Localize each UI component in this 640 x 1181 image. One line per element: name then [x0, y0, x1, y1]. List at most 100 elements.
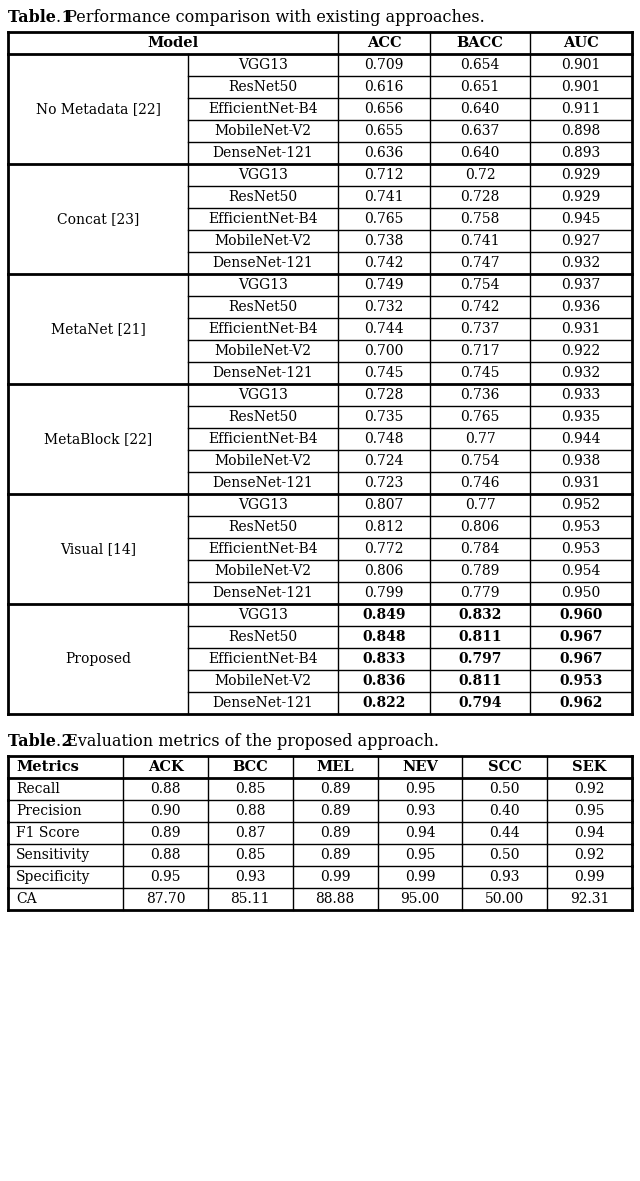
- Text: 0.93: 0.93: [235, 870, 266, 885]
- Text: 0.901: 0.901: [561, 80, 601, 94]
- Text: 0.95: 0.95: [404, 848, 435, 862]
- Text: 0.927: 0.927: [561, 234, 601, 248]
- Text: EfficientNet-B4: EfficientNet-B4: [208, 102, 318, 116]
- Text: 0.937: 0.937: [561, 278, 601, 292]
- Text: 0.935: 0.935: [561, 410, 600, 424]
- Text: 0.89: 0.89: [320, 782, 350, 796]
- Text: 0.754: 0.754: [460, 278, 500, 292]
- Text: DenseNet-121: DenseNet-121: [212, 696, 314, 710]
- Text: 0.709: 0.709: [364, 58, 404, 72]
- Text: DenseNet-121: DenseNet-121: [212, 256, 314, 270]
- Text: Recall: Recall: [16, 782, 60, 796]
- Text: 0.88: 0.88: [150, 848, 180, 862]
- Text: MEL: MEL: [316, 761, 354, 774]
- Text: DenseNet-121: DenseNet-121: [212, 476, 314, 490]
- Text: 92.31: 92.31: [570, 892, 609, 906]
- Text: SEK: SEK: [572, 761, 607, 774]
- Text: 0.929: 0.929: [561, 168, 600, 182]
- Text: 0.765: 0.765: [364, 213, 404, 226]
- Text: 0.88: 0.88: [235, 804, 266, 818]
- Text: 0.44: 0.44: [490, 826, 520, 840]
- Text: 0.85: 0.85: [235, 782, 266, 796]
- Text: MobileNet-V2: MobileNet-V2: [214, 234, 312, 248]
- Text: 0.922: 0.922: [561, 344, 600, 358]
- Text: EfficientNet-B4: EfficientNet-B4: [208, 213, 318, 226]
- Text: 95.00: 95.00: [400, 892, 440, 906]
- Text: 0.99: 0.99: [320, 870, 350, 885]
- Text: 0.745: 0.745: [364, 366, 404, 380]
- Text: 0.772: 0.772: [364, 542, 404, 556]
- Text: 0.931: 0.931: [561, 476, 601, 490]
- Text: 0.742: 0.742: [460, 300, 500, 314]
- Text: 0.50: 0.50: [490, 782, 520, 796]
- Text: MobileNet-V2: MobileNet-V2: [214, 674, 312, 689]
- Text: 0.811: 0.811: [458, 629, 502, 644]
- Text: VGG13: VGG13: [238, 278, 288, 292]
- Text: MetaNet [21]: MetaNet [21]: [51, 322, 145, 337]
- Text: 0.745: 0.745: [460, 366, 500, 380]
- Text: 0.967: 0.967: [559, 629, 603, 644]
- Text: 0.747: 0.747: [460, 256, 500, 270]
- Text: F1 Score: F1 Score: [16, 826, 79, 840]
- Text: 0.849: 0.849: [362, 608, 406, 622]
- Text: 0.94: 0.94: [404, 826, 435, 840]
- Text: 0.954: 0.954: [561, 565, 601, 578]
- Text: 0.728: 0.728: [460, 190, 500, 204]
- Text: 0.651: 0.651: [460, 80, 500, 94]
- Text: 0.654: 0.654: [460, 58, 500, 72]
- Text: VGG13: VGG13: [238, 389, 288, 402]
- Text: 0.99: 0.99: [574, 870, 605, 885]
- Text: 0.960: 0.960: [559, 608, 603, 622]
- Text: 0.700: 0.700: [364, 344, 404, 358]
- Text: Table 1: Table 1: [8, 9, 73, 26]
- Text: 0.85: 0.85: [235, 848, 266, 862]
- Text: VGG13: VGG13: [238, 498, 288, 513]
- Text: 0.938: 0.938: [561, 454, 600, 468]
- Text: 0.93: 0.93: [490, 870, 520, 885]
- Text: 0.967: 0.967: [559, 652, 603, 666]
- Text: 0.732: 0.732: [364, 300, 404, 314]
- Text: 0.736: 0.736: [460, 389, 500, 402]
- Text: 0.99: 0.99: [404, 870, 435, 885]
- Text: VGG13: VGG13: [238, 58, 288, 72]
- Text: EfficientNet-B4: EfficientNet-B4: [208, 322, 318, 337]
- Text: 0.945: 0.945: [561, 213, 601, 226]
- Text: 0.962: 0.962: [559, 696, 603, 710]
- Text: 0.931: 0.931: [561, 322, 601, 337]
- Text: 0.901: 0.901: [561, 58, 601, 72]
- Text: VGG13: VGG13: [238, 608, 288, 622]
- Text: MobileNet-V2: MobileNet-V2: [214, 454, 312, 468]
- Text: 0.822: 0.822: [362, 696, 406, 710]
- Text: 0.932: 0.932: [561, 256, 600, 270]
- Text: AUC: AUC: [563, 35, 599, 50]
- Text: ResNet50: ResNet50: [228, 80, 298, 94]
- Text: . Performance comparison with existing approaches.: . Performance comparison with existing a…: [56, 9, 484, 26]
- Text: DenseNet-121: DenseNet-121: [212, 586, 314, 600]
- Text: 0.746: 0.746: [460, 476, 500, 490]
- Text: 0.748: 0.748: [364, 432, 404, 446]
- Text: 0.789: 0.789: [460, 565, 500, 578]
- Text: ResNet50: ResNet50: [228, 190, 298, 204]
- Text: 0.794: 0.794: [458, 696, 502, 710]
- Text: 88.88: 88.88: [316, 892, 355, 906]
- Text: 0.77: 0.77: [465, 432, 495, 446]
- Text: NEV: NEV: [402, 761, 438, 774]
- Text: DenseNet-121: DenseNet-121: [212, 366, 314, 380]
- Text: MobileNet-V2: MobileNet-V2: [214, 124, 312, 138]
- Text: 0.953: 0.953: [559, 674, 603, 689]
- Text: 0.953: 0.953: [561, 542, 600, 556]
- Text: 0.741: 0.741: [364, 190, 404, 204]
- Text: 0.932: 0.932: [561, 366, 600, 380]
- Text: 0.89: 0.89: [150, 826, 180, 840]
- Text: DenseNet-121: DenseNet-121: [212, 146, 314, 159]
- Text: BACC: BACC: [456, 35, 504, 50]
- Text: 0.738: 0.738: [364, 234, 404, 248]
- Text: 85.11: 85.11: [230, 892, 270, 906]
- Text: 0.806: 0.806: [460, 520, 500, 534]
- Text: 0.833: 0.833: [362, 652, 406, 666]
- Text: 0.655: 0.655: [364, 124, 404, 138]
- Text: 0.811: 0.811: [458, 674, 502, 689]
- Text: 0.50: 0.50: [490, 848, 520, 862]
- Text: 0.95: 0.95: [404, 782, 435, 796]
- Text: SCC: SCC: [488, 761, 522, 774]
